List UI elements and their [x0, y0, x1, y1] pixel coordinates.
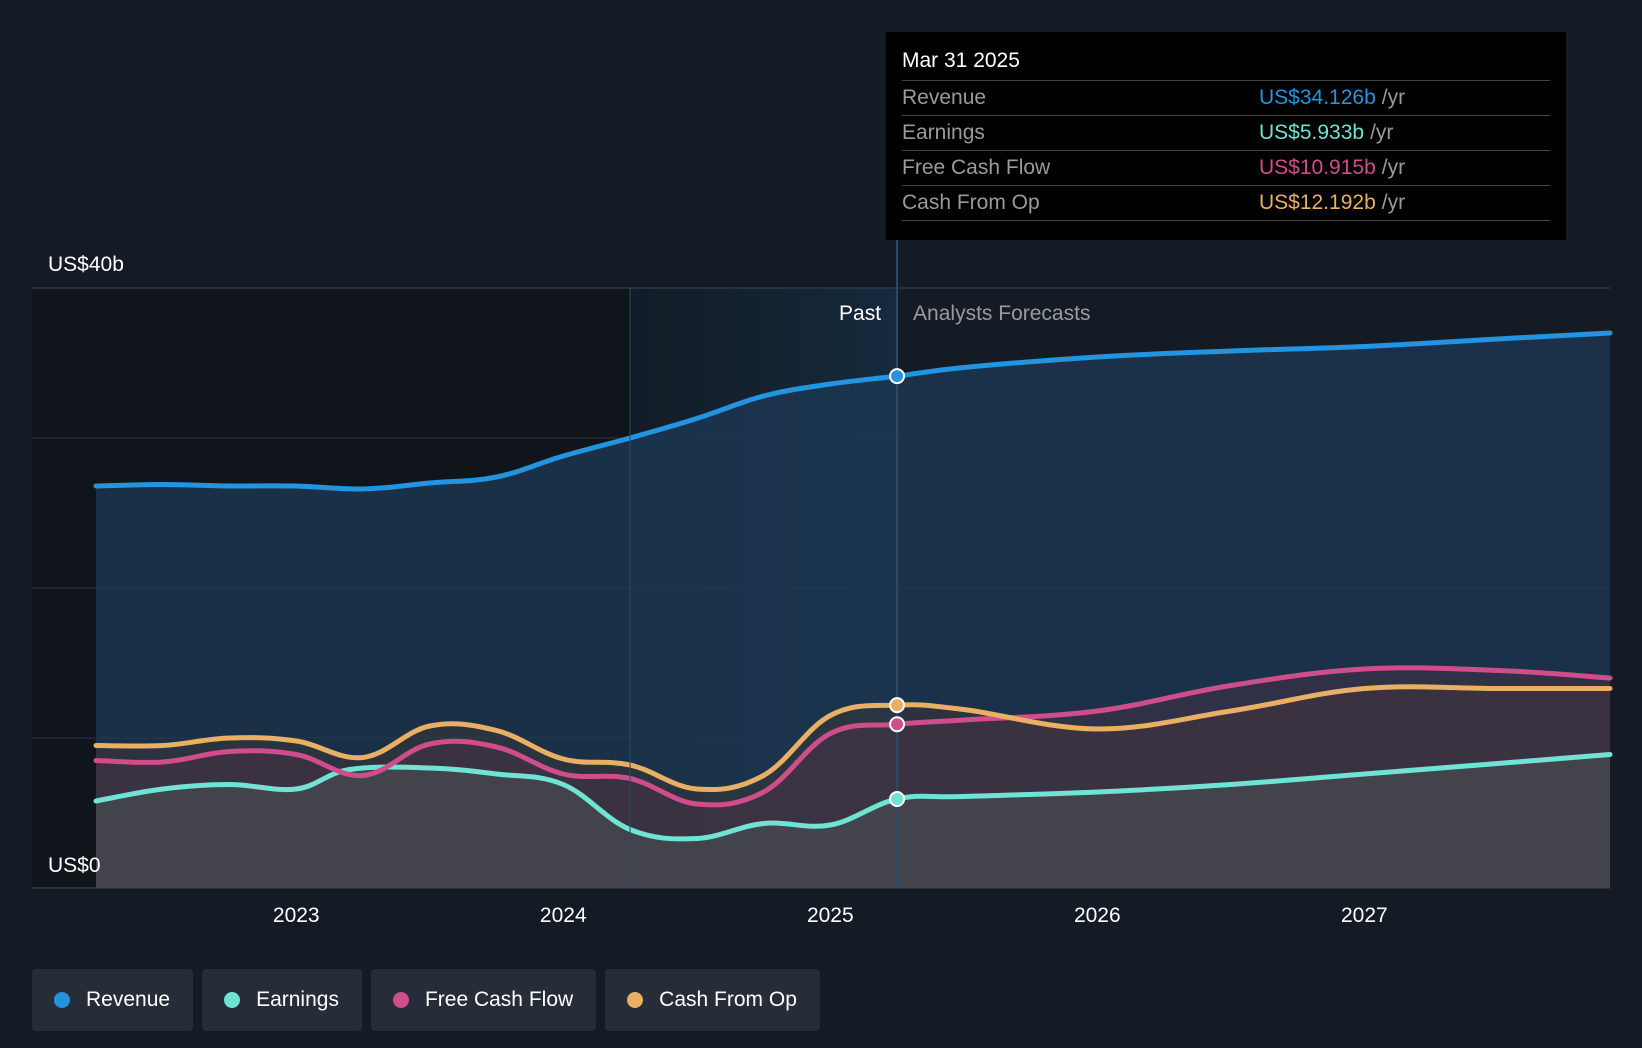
legend-dot-icon [54, 992, 70, 1008]
tooltip-date: Mar 31 2025 [902, 46, 1550, 81]
legend-item-cfo[interactable]: Cash From Op [605, 969, 820, 1031]
tooltip-label: Free Cash Flow [902, 156, 1051, 179]
tooltip-value: US$5.933b [1259, 121, 1365, 144]
legend: Revenue Earnings Free Cash Flow Cash Fro… [32, 969, 820, 1031]
area-revenue [96, 333, 1610, 888]
tooltip-label: Earnings [902, 121, 985, 144]
series-line-cfo [93, 684, 1613, 793]
x-tick-label: 2025 [807, 904, 854, 927]
x-tick-label: 2027 [1341, 904, 1388, 927]
tooltip-row-revenue: Revenue US$34.126b /yr [902, 81, 1550, 116]
legend-dot-icon [224, 992, 241, 1008]
marker-revenue [889, 368, 906, 385]
tooltip-label: Revenue [902, 86, 987, 109]
tooltip-label: Cash From Op [902, 191, 1040, 214]
tooltip: Mar 31 2025 Revenue US$34.126b /yr Earni… [886, 32, 1566, 240]
marker-cfo [889, 697, 906, 714]
legend-item-earnings[interactable]: Earnings [202, 969, 362, 1031]
x-tick-label: 2024 [540, 904, 587, 927]
legend-label: Cash From Op [659, 988, 797, 1011]
y-axis-top-label: US$40b [48, 253, 124, 276]
area-earnings [96, 754, 1610, 888]
tooltip-unit: /yr [1381, 156, 1406, 179]
marker-fcf [889, 716, 906, 733]
legend-item-fcf[interactable]: Free Cash Flow [370, 969, 597, 1031]
legend-label: Free Cash Flow [424, 988, 574, 1011]
forecast-label: Analysts Forecasts [913, 302, 1090, 325]
legend-label: Earnings [256, 988, 339, 1011]
legend-dot-icon [627, 992, 644, 1008]
tooltip-unit: /yr [1381, 86, 1406, 109]
tooltip-value: US$12.192b [1259, 191, 1376, 214]
tooltip-value: US$34.126b [1259, 86, 1376, 109]
y-axis-bottom-label: US$0 [48, 854, 101, 877]
series-line-earnings [93, 752, 1613, 842]
series-line-fcf [93, 665, 1613, 808]
tooltip-unit: /yr [1381, 191, 1406, 214]
marker-earnings [889, 791, 906, 808]
past-label: Past [839, 302, 881, 325]
tooltip-unit: /yr [1370, 121, 1394, 144]
legend-item-revenue[interactable]: Revenue [32, 969, 194, 1031]
x-tick-label: 2023 [273, 904, 320, 927]
legend-label: Revenue [86, 988, 171, 1011]
tooltip-row-cfo: Cash From Op US$12.192b /yr [902, 186, 1550, 221]
tooltip-value: US$10.915b [1259, 156, 1376, 179]
legend-dot-icon [392, 992, 409, 1008]
series-line-revenue [93, 330, 1613, 492]
tooltip-row-fcf: Free Cash Flow US$10.915b /yr [902, 151, 1550, 186]
x-tick-label: 2026 [1074, 904, 1121, 927]
tooltip-row-earnings: Earnings US$5.933b /yr [902, 116, 1550, 151]
